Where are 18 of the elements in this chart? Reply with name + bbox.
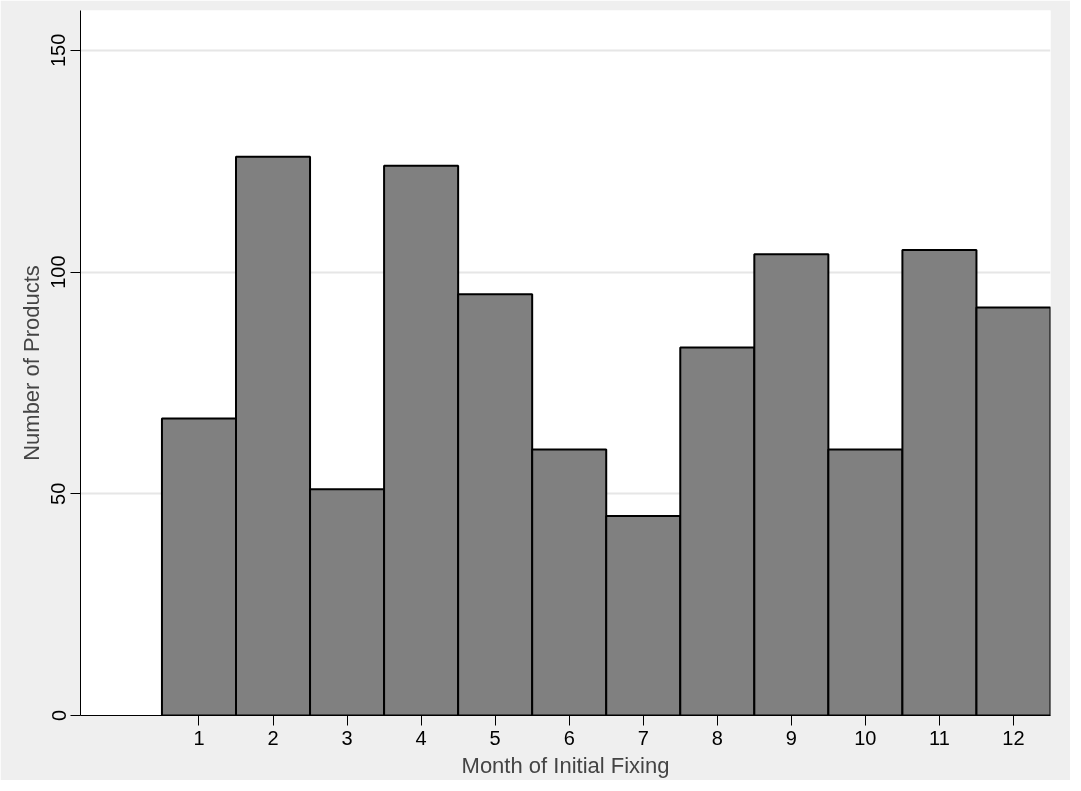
x-tick-label: 3 [341,726,353,749]
x-tick-label: 6 [563,726,575,749]
x-tick-label: 9 [785,726,797,749]
y-tick-label: 50 [47,482,70,505]
y-tick-label: 0 [47,709,70,722]
x-tick-label: 1 [193,726,205,749]
x-tick-label: 5 [489,726,501,749]
x-tick-label: 4 [415,726,427,749]
x-tick-label: 11 [929,726,950,749]
y-axis-title: Number of Products [18,265,44,461]
x-tick-label: 2 [267,726,279,749]
x-tick-label: 10 [854,726,877,749]
y-tick-label: 100 [47,255,70,289]
x-tick-label: 7 [637,726,649,749]
y-tick-label: 150 [47,33,70,68]
x-axis-title: Month of Initial Fixing [461,752,670,778]
x-tick-label: 12 [1002,726,1025,749]
x-tick-label: 8 [711,726,723,749]
